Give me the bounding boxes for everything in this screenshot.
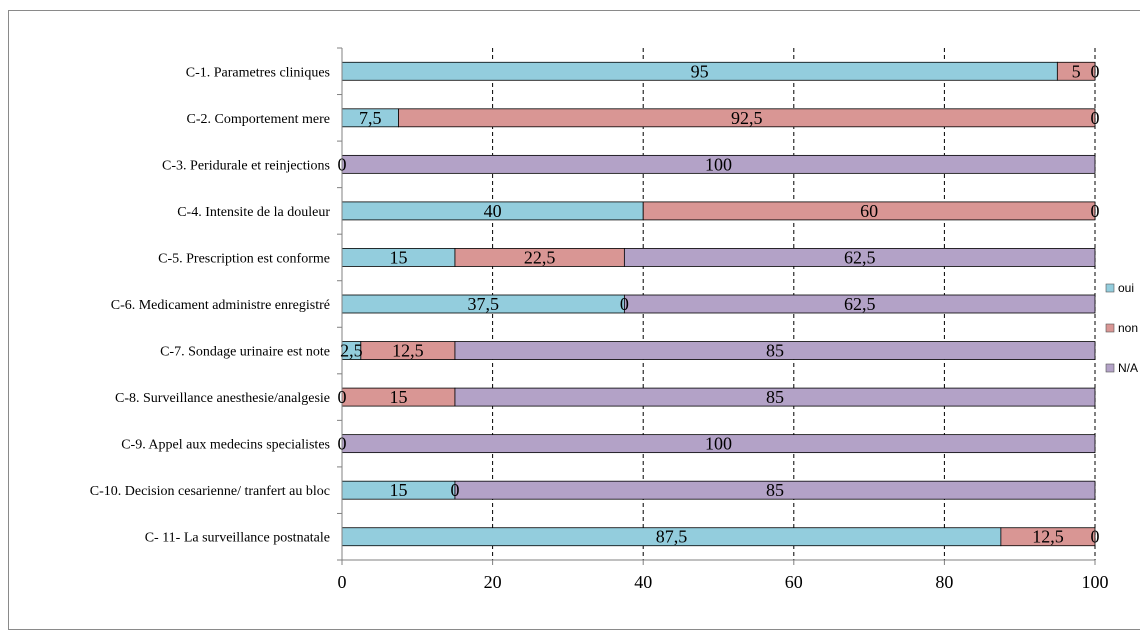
bar-segment-na: [454, 480, 1096, 500]
legend-label: non: [1118, 321, 1138, 335]
x-tick-label: 80: [935, 572, 953, 592]
data-label: 0: [338, 434, 347, 454]
bar-segment-non: [1000, 527, 1096, 547]
category-label: C-9. Appel aux medecins specialistes: [121, 438, 330, 453]
bar-segment-non: [398, 108, 1096, 128]
bar-segment-non: [1056, 61, 1096, 81]
data-label: 100: [705, 154, 732, 174]
x-tick-label: 60: [785, 572, 803, 592]
x-tick-label: 0: [338, 572, 347, 592]
stacked-bar-chart: 0 20 40 60 80 100 C-1. Parametres cliniques 95…: [90, 47, 1138, 592]
data-label: 92,5: [731, 108, 763, 128]
legend-swatch: [1105, 283, 1115, 293]
data-label: 0: [1091, 108, 1100, 128]
data-label: 0: [450, 480, 459, 500]
data-label: 0: [1091, 61, 1100, 81]
legend-swatch: [1105, 363, 1115, 373]
bar-segment-na: [454, 387, 1096, 407]
data-label: 100: [705, 434, 732, 454]
data-label: 40: [484, 201, 502, 221]
bar-segment-na: [454, 341, 1096, 360]
category-label: C-7. Sondage urinaire est note: [160, 345, 330, 360]
bar-segment-na: [623, 248, 1096, 267]
legend-label: oui: [1118, 281, 1134, 295]
category-label: C-10. Decision cesarienne/ tranfert au b…: [90, 484, 330, 499]
data-label: 60: [860, 201, 878, 221]
category-label: C- 11- La surveillance postnatale: [145, 531, 330, 546]
data-label: 2,5: [340, 341, 363, 361]
data-label: 12,5: [1032, 527, 1064, 547]
data-label: 85: [766, 341, 784, 361]
data-label: 85: [766, 387, 784, 407]
data-label: 0: [620, 294, 629, 314]
bars: [341, 61, 1096, 547]
data-label: 95: [691, 61, 709, 81]
legend-swatch: [1105, 323, 1115, 333]
data-label: 12,5: [392, 341, 424, 361]
data-label: 5: [1072, 61, 1081, 81]
x-tick-label: 20: [484, 572, 502, 592]
data-label: 7,5: [359, 108, 382, 128]
x-tick-label: 40: [634, 572, 652, 592]
category-label: C-8. Surveillance anesthesie/analgesie: [115, 391, 330, 406]
data-label: 62,5: [844, 247, 876, 267]
data-label: 0: [338, 387, 347, 407]
data-label: 15: [389, 480, 407, 500]
x-tick-label: 100: [1082, 572, 1109, 592]
data-label: 0: [1091, 527, 1100, 547]
data-label: 37,5: [467, 294, 499, 314]
data-label: 15: [389, 247, 407, 267]
legend: oui non N/A: [1105, 281, 1138, 375]
category-label: C-1. Parametres cliniques: [186, 65, 330, 80]
data-label: 62,5: [844, 294, 876, 314]
data-label: 0: [1091, 201, 1100, 221]
data-label: 87,5: [656, 527, 688, 547]
legend-label: N/A: [1118, 361, 1138, 375]
labels: C-1. Parametres cliniques 95 5 0C-2. Compor…: [90, 61, 1100, 546]
data-label: 85: [766, 480, 784, 500]
bar-segment-na: [623, 294, 1096, 314]
category-label: C-5. Prescription est conforme: [158, 251, 330, 266]
data-label: 22,5: [524, 247, 556, 267]
category-label: C-3. Peridurale et reinjections: [162, 158, 330, 173]
category-label: C-6. Medicament administre enregistré: [111, 298, 330, 313]
data-label: 15: [389, 387, 407, 407]
data-label: 0: [338, 154, 347, 174]
axes: 0 20 40 60 80 100: [337, 47, 1109, 592]
category-label: C-4. Intensite de la douleur: [177, 205, 330, 220]
category-label: C-2. Comportement mere: [187, 112, 330, 127]
bar-segment-non: [642, 201, 1096, 221]
